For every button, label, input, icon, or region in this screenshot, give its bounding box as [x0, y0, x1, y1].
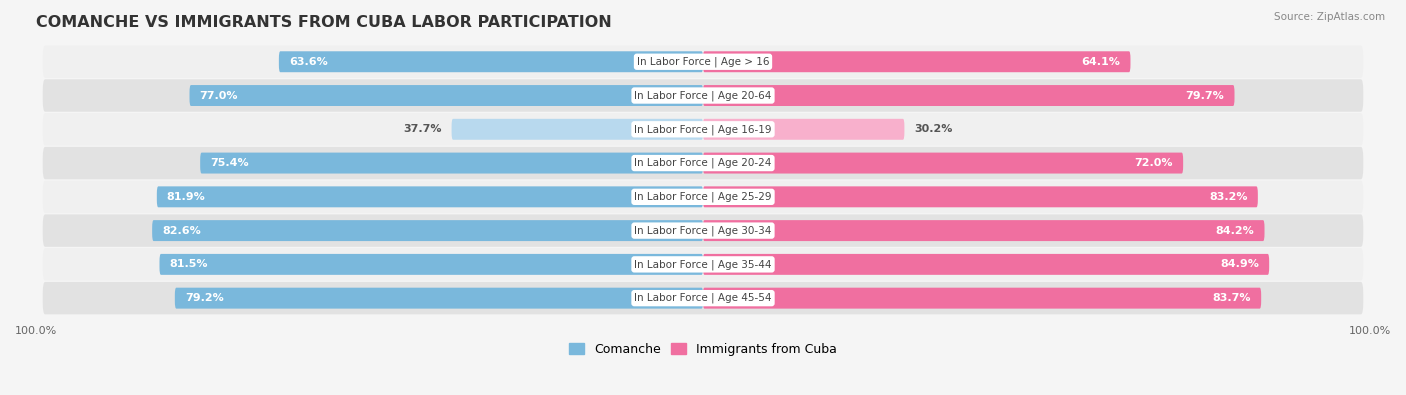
FancyBboxPatch shape [174, 288, 703, 308]
Text: 81.5%: 81.5% [170, 260, 208, 269]
Text: 63.6%: 63.6% [288, 57, 328, 67]
FancyBboxPatch shape [278, 51, 703, 72]
FancyBboxPatch shape [703, 152, 1184, 173]
Text: In Labor Force | Age 25-29: In Labor Force | Age 25-29 [634, 192, 772, 202]
Text: In Labor Force | Age 30-34: In Labor Force | Age 30-34 [634, 226, 772, 236]
Text: 75.4%: 75.4% [209, 158, 249, 168]
Text: 77.0%: 77.0% [200, 90, 238, 100]
FancyBboxPatch shape [152, 220, 703, 241]
FancyBboxPatch shape [703, 288, 1261, 308]
Legend: Comanche, Immigrants from Cuba: Comanche, Immigrants from Cuba [564, 338, 842, 361]
Text: 64.1%: 64.1% [1081, 57, 1121, 67]
Text: In Labor Force | Age 20-64: In Labor Force | Age 20-64 [634, 90, 772, 101]
FancyBboxPatch shape [42, 282, 1364, 314]
FancyBboxPatch shape [703, 186, 1258, 207]
FancyBboxPatch shape [157, 186, 703, 207]
Text: 72.0%: 72.0% [1135, 158, 1173, 168]
FancyBboxPatch shape [42, 147, 1364, 179]
Text: In Labor Force | Age 45-54: In Labor Force | Age 45-54 [634, 293, 772, 303]
FancyBboxPatch shape [42, 45, 1364, 78]
Text: 79.2%: 79.2% [184, 293, 224, 303]
FancyBboxPatch shape [703, 119, 904, 140]
FancyBboxPatch shape [703, 254, 1270, 275]
Text: In Labor Force | Age 20-24: In Labor Force | Age 20-24 [634, 158, 772, 168]
FancyBboxPatch shape [42, 181, 1364, 213]
Text: COMANCHE VS IMMIGRANTS FROM CUBA LABOR PARTICIPATION: COMANCHE VS IMMIGRANTS FROM CUBA LABOR P… [37, 15, 612, 30]
FancyBboxPatch shape [703, 220, 1264, 241]
FancyBboxPatch shape [42, 248, 1364, 280]
Text: 30.2%: 30.2% [914, 124, 953, 134]
Text: In Labor Force | Age 16-19: In Labor Force | Age 16-19 [634, 124, 772, 135]
Text: 83.7%: 83.7% [1212, 293, 1251, 303]
Text: In Labor Force | Age > 16: In Labor Force | Age > 16 [637, 56, 769, 67]
Text: 84.2%: 84.2% [1216, 226, 1254, 235]
FancyBboxPatch shape [703, 51, 1130, 72]
Text: 79.7%: 79.7% [1185, 90, 1225, 100]
Text: In Labor Force | Age 35-44: In Labor Force | Age 35-44 [634, 259, 772, 270]
FancyBboxPatch shape [42, 79, 1364, 112]
FancyBboxPatch shape [703, 85, 1234, 106]
Text: Source: ZipAtlas.com: Source: ZipAtlas.com [1274, 12, 1385, 22]
FancyBboxPatch shape [42, 214, 1364, 247]
FancyBboxPatch shape [200, 152, 703, 173]
FancyBboxPatch shape [42, 113, 1364, 145]
Text: 82.6%: 82.6% [162, 226, 201, 235]
FancyBboxPatch shape [190, 85, 703, 106]
Text: 37.7%: 37.7% [404, 124, 441, 134]
Text: 84.9%: 84.9% [1220, 260, 1260, 269]
Text: 81.9%: 81.9% [167, 192, 205, 202]
FancyBboxPatch shape [451, 119, 703, 140]
FancyBboxPatch shape [159, 254, 703, 275]
Text: 83.2%: 83.2% [1209, 192, 1249, 202]
